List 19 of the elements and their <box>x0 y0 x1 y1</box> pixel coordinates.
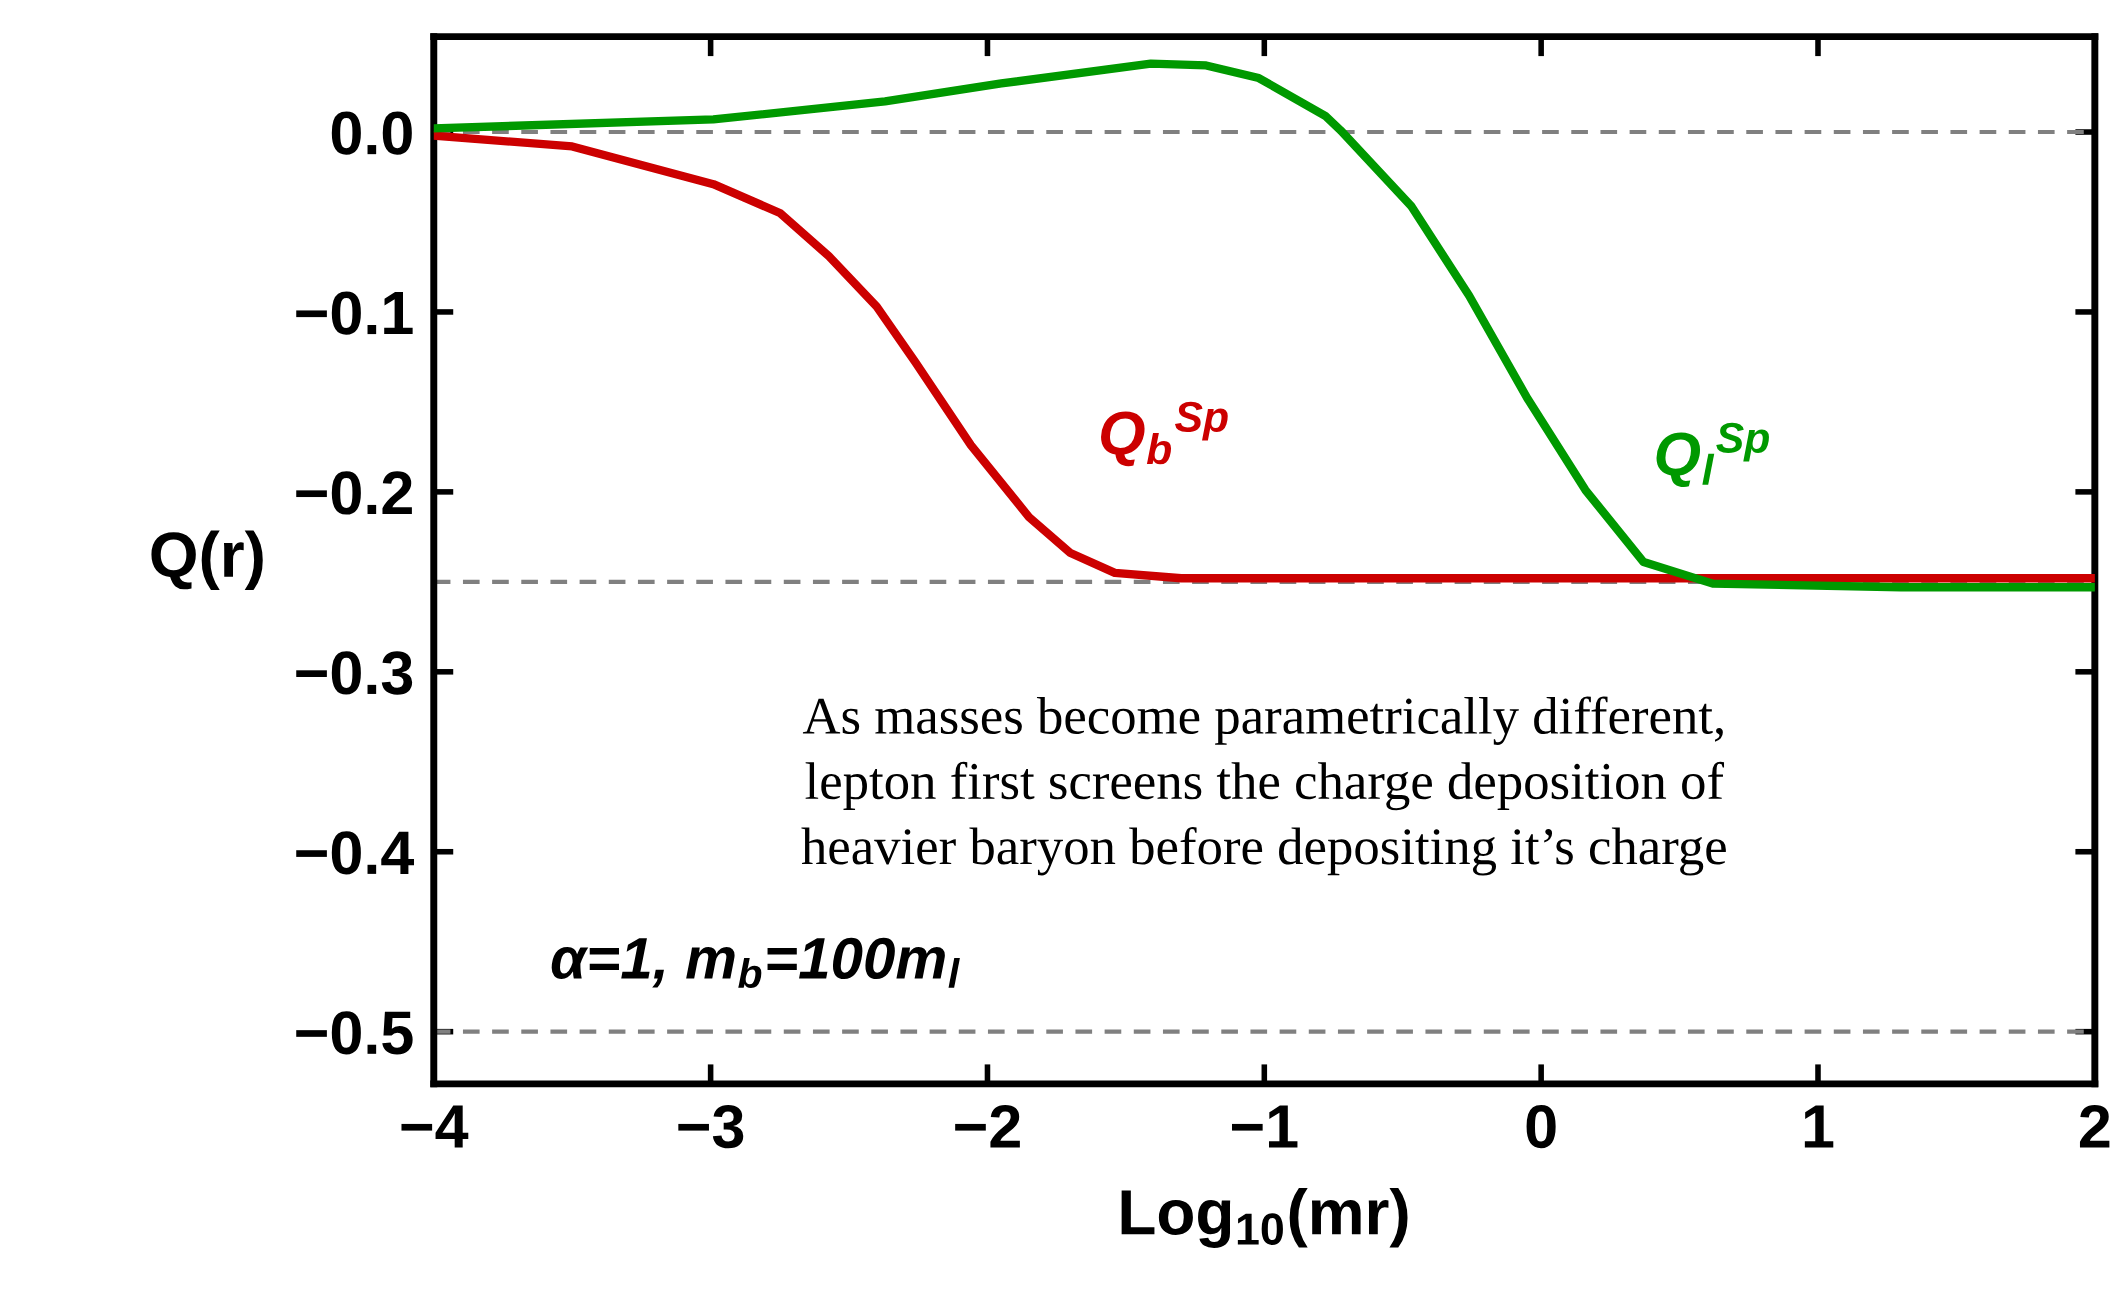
x-tick-label: −1 <box>1232 1105 1298 1148</box>
y-tick-label: −0.1 <box>296 291 413 335</box>
y-tick-label: −0.3 <box>296 651 413 695</box>
x-tick-label: −4 <box>401 1105 469 1148</box>
y-tick-label: 0.0 <box>331 111 412 155</box>
annotation: α=1, m$_{b}$=100m$_{l}$ <box>551 937 960 989</box>
x-axis-title: Log$_{10}$(mr) <box>1121 1188 1408 1248</box>
series-label: Q$_{b}$$^{Sp}$ <box>1101 401 1228 467</box>
y-tick-label: −0.4 <box>296 831 415 875</box>
annotation: As masses become parametrically different, lepton first screens the charge deposition of heavier baryon before depositing it’s charge <box>801 696 1726 876</box>
x-tick-label: −2 <box>955 1104 1020 1148</box>
x-tick-label: 0 <box>1526 1104 1556 1149</box>
y-axis-title: Q(r) <box>151 530 263 591</box>
series-label: Q$_{l}$$^{Sp}$ <box>1656 422 1769 488</box>
x-tick-label: −3 <box>678 1104 744 1149</box>
y-tick-label: −0.2 <box>296 471 412 515</box>
y-tick-label: −0.5 <box>296 1011 413 1055</box>
x-tick-label: 1 <box>1804 1105 1834 1148</box>
x-tick-label: 2 <box>2079 1104 2110 1148</box>
